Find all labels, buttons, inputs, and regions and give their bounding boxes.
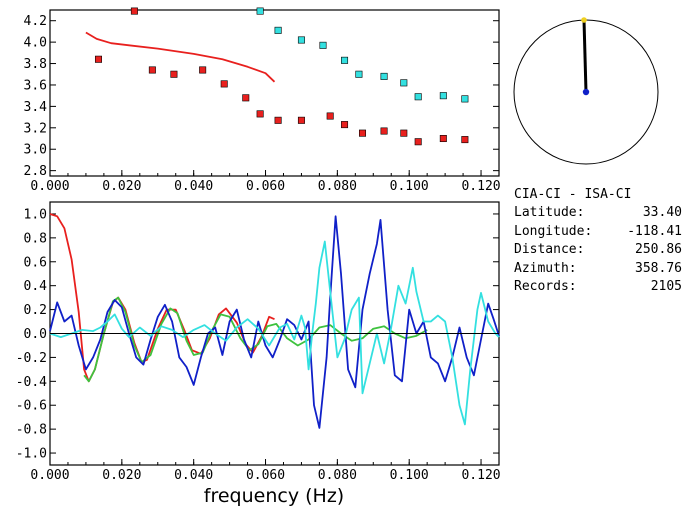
velocity-red-point [94, 55, 102, 63]
velocity-series [85, 7, 469, 146]
coherence-x-tick-label: 0.060 [246, 468, 285, 483]
velocity-cyan-point [297, 36, 305, 44]
velocity-y-tick-label: 3.0 [24, 143, 47, 158]
info-value: 250.86 [635, 242, 682, 258]
coherence-y-tick-label: 0.0 [24, 327, 47, 342]
coherence-x-tick-label: 0.080 [318, 468, 357, 483]
velocity-y-tick-label: 3.4 [24, 100, 48, 115]
velocity-cyan-point [274, 26, 282, 34]
coherence-panel: 0.000 0.020 0.040 0.060 0.080 0.100 0.120 1.0 0.… [16, 201, 501, 507]
coherence-y-tick-label: -1.0 [16, 447, 47, 462]
velocity-y-tick-label: 3.6 [24, 78, 47, 93]
source-station-marker [582, 88, 590, 96]
coherence-y-tick-label: 0.8 [24, 231, 47, 246]
info-label: Latitude: [514, 205, 585, 221]
station-map-inset [513, 17, 659, 165]
coherence-y-tick-label: 1.0 [24, 207, 47, 222]
velocity-cyan-point [461, 95, 469, 103]
velocity-red-point [130, 7, 138, 15]
info-label: Azimuth: [514, 260, 577, 276]
coherence-cyan-line [49, 240, 500, 426]
coherence-y-tick-label: -0.4 [16, 375, 47, 390]
velocity-red-line [85, 31, 276, 83]
velocity-red-point [359, 129, 367, 137]
velocity-red-point [400, 129, 408, 137]
coherence-blue-line [49, 215, 500, 429]
velocity-red-point [326, 112, 334, 120]
velocity-cyan-point [256, 7, 264, 15]
info-value: 33.40 [642, 205, 682, 221]
info-value: 358.76 [635, 260, 682, 276]
info-row-records: Records: 2105 [514, 278, 682, 296]
velocity-x-tick-label: 0.080 [318, 179, 357, 194]
info-row-longitude: Longitude: -118.41 [514, 223, 682, 241]
info-value: 2105 [650, 279, 682, 295]
coherence-y-tick-label: 0.6 [24, 255, 47, 270]
velocity-y-tick-label: 3.2 [24, 121, 47, 136]
info-label: Distance: [514, 242, 585, 258]
coherence-series [49, 213, 500, 429]
velocity-red-point [256, 110, 264, 118]
velocity-cyan-point [355, 70, 363, 78]
coherence-y-tick-label: 0.2 [24, 303, 47, 318]
velocity-x-tick-label: 0.120 [461, 179, 500, 194]
x-axis-label: frequency (Hz) [204, 485, 344, 507]
coherence-x-tick-label: 0.020 [102, 468, 141, 483]
velocity-red-point [341, 121, 349, 129]
velocity-red-point [380, 127, 388, 135]
coherence-x-tick-label: 0.040 [174, 468, 213, 483]
velocity-x-tick-label: 0.040 [174, 179, 213, 194]
velocity-y-tick-label: 4.0 [24, 36, 47, 51]
velocity-axis-ticks: 0.000 0.020 0.040 0.060 0.080 0.100 0.120 2.8 3.… [24, 14, 501, 194]
coherence-x-tick-label: 0.100 [390, 468, 429, 483]
velocity-y-tick-label: 4.2 [24, 14, 47, 29]
coherence-y-tick-label: -0.6 [16, 399, 47, 414]
velocity-red-point [242, 94, 250, 102]
coherence-x-tick-label: 0.000 [30, 468, 69, 483]
velocity-cyan-point [414, 93, 422, 101]
velocity-x-tick-label: 0.020 [102, 179, 141, 194]
station-pair-title: CIA-CI - ISA-CI [514, 187, 632, 202]
velocity-y-tick-label: 2.8 [24, 164, 47, 179]
velocity-x-tick-label: 0.060 [246, 179, 285, 194]
azimuth-path-line [582, 19, 588, 93]
coherence-x-tick-label: 0.120 [461, 468, 500, 483]
velocity-y-tick-label: 3.8 [24, 57, 47, 72]
station-info-panel: CIA-CI - ISA-CI Latitude: 33.40 Longitud… [514, 186, 682, 296]
velocity-x-tick-label: 0.000 [30, 179, 69, 194]
info-value: -118.41 [627, 223, 682, 239]
info-row-latitude: Latitude: 33.40 [514, 204, 682, 222]
velocity-cyan-point [319, 41, 327, 49]
coherence-y-tick-label: -0.2 [16, 351, 47, 366]
velocity-red-point [461, 136, 469, 144]
velocity-red-point [274, 116, 282, 124]
velocity-cyan-point [400, 79, 408, 87]
velocity-cyan-point [439, 92, 447, 100]
velocity-red-point [414, 138, 422, 146]
velocity-red-point [199, 66, 207, 74]
velocity-x-tick-label: 0.100 [390, 179, 429, 194]
coherence-axis-ticks: 0.000 0.020 0.040 0.060 0.080 0.100 0.120 1.0 0.… [16, 207, 501, 483]
coherence-red-line [49, 213, 275, 383]
velocity-red-point [297, 116, 305, 124]
velocity-cyan-point [341, 56, 349, 64]
velocity-red-point [439, 135, 447, 143]
velocity-red-point [170, 70, 178, 78]
info-row-distance: Distance: 250.86 [514, 241, 682, 259]
velocity-red-point [148, 66, 156, 74]
velocity-red-point [220, 80, 228, 88]
info-label: Records: [514, 279, 577, 295]
coherence-y-tick-label: 0.4 [24, 279, 48, 294]
info-label: Longitude: [514, 223, 593, 239]
velocity-panel: 0.000 0.020 0.040 0.060 0.080 0.100 0.120 2.8 3.… [24, 7, 501, 194]
coherence-y-tick-label: -0.8 [16, 423, 47, 438]
velocity-cyan-point [380, 72, 388, 80]
receiver-station-marker [581, 17, 587, 23]
info-row-azimuth: Azimuth: 358.76 [514, 260, 682, 278]
velocity-plot-frame [49, 9, 500, 177]
